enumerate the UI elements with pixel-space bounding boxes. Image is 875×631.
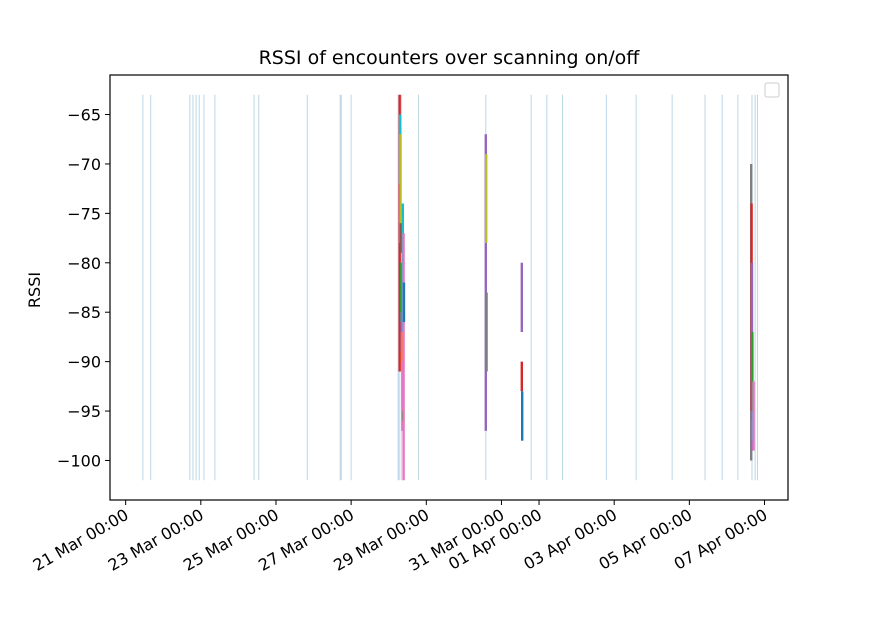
y-tick-label: −70 — [67, 155, 101, 174]
plot-area — [142, 94, 758, 481]
axes-frame — [109, 74, 789, 501]
y-tick-label: −85 — [67, 303, 101, 322]
y-tick-label: −90 — [67, 353, 101, 372]
y-tick-label: −80 — [67, 254, 101, 273]
y-axis-label: RSSI — [25, 272, 44, 308]
y-tick-label: −65 — [67, 106, 101, 125]
y-tick-label: −95 — [67, 402, 101, 421]
y-tick-label: −100 — [57, 451, 101, 470]
chart-title: RSSI of encounters over scanning on/off — [259, 47, 641, 69]
y-tick-label: −75 — [67, 204, 101, 223]
legend-box — [764, 82, 780, 98]
